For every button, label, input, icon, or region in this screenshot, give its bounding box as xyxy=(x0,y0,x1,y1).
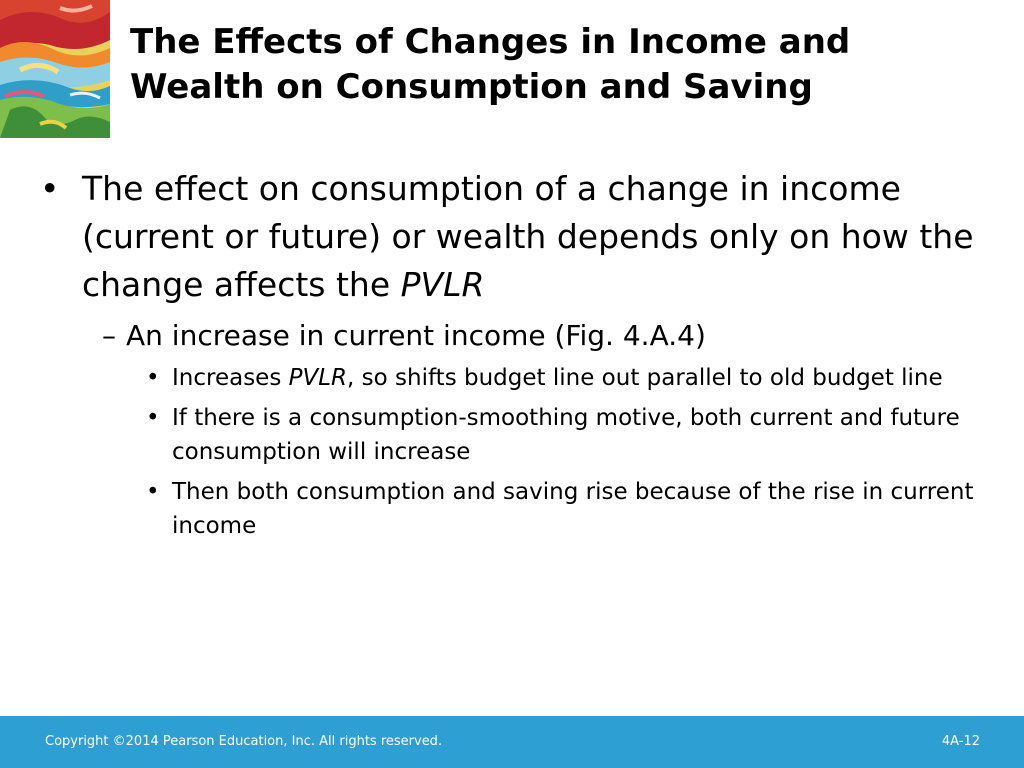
copyright-text: Copyright ©2014 Pearson Education, Inc. … xyxy=(45,734,443,749)
bullet-level3-item: • Then both consumption and saving rise … xyxy=(40,475,990,543)
slide-body: • The effect on consumption of a change … xyxy=(40,165,990,543)
bullet-level3-text: If there is a consumption-smoothing moti… xyxy=(172,405,960,465)
bullet-level3-post: , so shifts budget line out parallel to … xyxy=(347,365,943,391)
bullet-level2: – An increase in current income (Fig. 4.… xyxy=(40,317,990,355)
bullet-level3-item: • If there is a consumption-smoothing mo… xyxy=(40,401,990,469)
bullet-level1-text: The effect on consumption of a change in… xyxy=(82,169,974,304)
title-line-1: The Effects of Changes in Income and xyxy=(130,22,851,62)
bullet-marker: • xyxy=(146,479,160,505)
bullet-level1: • The effect on consumption of a change … xyxy=(40,165,990,309)
bullet-level3-text: Then both consumption and saving rise be… xyxy=(172,479,974,539)
bullet-level3-emphasis: PVLR xyxy=(288,365,348,391)
bullet-level3-item: • Increases PVLR, so shifts budget line … xyxy=(40,361,990,395)
footer-bar: Copyright ©2014 Pearson Education, Inc. … xyxy=(0,716,1024,768)
bullet-level1-emphasis: PVLR xyxy=(400,265,485,304)
bullet-level2-text: An increase in current income (Fig. 4.A.… xyxy=(126,319,706,352)
slide-title: The Effects of Changes in Income and Wea… xyxy=(130,20,1010,110)
page-number: 4A-12 xyxy=(941,734,980,749)
bullet-marker: • xyxy=(40,169,60,208)
bullet-marker: • xyxy=(146,365,160,391)
title-line-2: Wealth on Consumption and Saving xyxy=(130,67,813,107)
bullet-marker: • xyxy=(146,405,160,431)
abstract-painting-icon xyxy=(0,0,110,138)
dash-marker: – xyxy=(102,319,116,352)
bullet-level3-pre: Increases xyxy=(172,365,289,391)
